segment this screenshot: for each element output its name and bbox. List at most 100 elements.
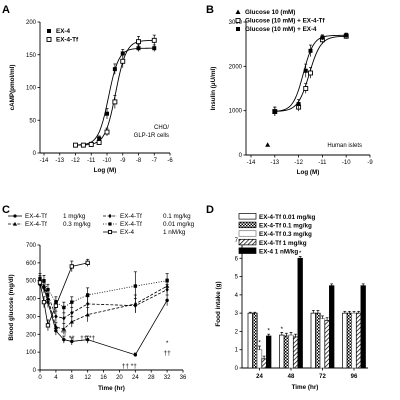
data-point bbox=[85, 301, 90, 307]
bar bbox=[288, 334, 294, 369]
data-point bbox=[88, 142, 94, 147]
data-point bbox=[104, 129, 110, 135]
x-tick-label: 4 bbox=[54, 375, 58, 381]
significance-marker: * bbox=[258, 340, 261, 347]
bar bbox=[346, 312, 353, 369]
x-tick-label: -6 bbox=[167, 158, 173, 164]
legend-label: EX-4-Tf 0.01 mg/kg bbox=[259, 214, 315, 221]
panel-a: A -14 -13 -12 -11 -10 -9 -8 -7 -6 0 50 100 150 200 Log … bbox=[2, 4, 173, 174]
data-point bbox=[308, 70, 313, 76]
x-tick-label: -9 bbox=[367, 160, 373, 166]
series-line bbox=[39, 278, 168, 308]
data-point bbox=[96, 140, 102, 145]
y-tick-label: 2000 bbox=[229, 64, 243, 70]
data-point bbox=[85, 312, 90, 317]
x-axis-title: Time (hr) bbox=[292, 384, 319, 391]
data-point bbox=[136, 39, 141, 45]
data-point bbox=[62, 337, 66, 342]
bar bbox=[351, 312, 357, 369]
data-point bbox=[308, 48, 313, 53]
x-tick-label: 28 bbox=[148, 375, 155, 381]
legend-label: EX-4-Tf bbox=[120, 213, 142, 220]
data-point bbox=[46, 287, 50, 292]
legend-label: EX-4-Tf bbox=[25, 221, 47, 228]
legend-marker bbox=[47, 29, 51, 33]
x-tick-label: -9 bbox=[120, 158, 126, 164]
data-point bbox=[136, 46, 141, 51]
x-tick-label: 24 bbox=[132, 375, 139, 381]
legend-dose: 0.1 mg/kg bbox=[163, 213, 191, 220]
significance-marker: * bbox=[299, 250, 302, 257]
data-point bbox=[120, 58, 126, 64]
y-axis-title: Blood glucose (mg/dl) bbox=[8, 274, 15, 340]
significance-marker: * bbox=[281, 326, 284, 333]
y-tick-label: 100 bbox=[26, 86, 37, 92]
bar bbox=[279, 334, 285, 369]
legend-dose: 0.01 mg/kg bbox=[163, 221, 195, 228]
y-tick-label: 600 bbox=[26, 261, 37, 267]
significance-marker: †† *† bbox=[122, 363, 138, 370]
y-tick-label: 150 bbox=[26, 53, 37, 59]
data-point bbox=[62, 315, 66, 321]
x-tick-label: 16 bbox=[100, 375, 107, 381]
y-tick-label: 6 bbox=[235, 256, 239, 262]
bar bbox=[319, 318, 326, 369]
legend-marker bbox=[12, 221, 18, 226]
legend-marker bbox=[107, 229, 113, 235]
legend-label: Glucose 10 (mM) bbox=[245, 9, 295, 16]
bar bbox=[256, 349, 263, 369]
series-line bbox=[39, 282, 168, 319]
curve-ex-4-tf bbox=[75, 39, 155, 146]
data-point bbox=[265, 142, 271, 147]
y-tick-label: 7 bbox=[235, 238, 239, 244]
data-point bbox=[61, 326, 67, 331]
data-point bbox=[133, 353, 138, 357]
legend-marker bbox=[46, 37, 52, 42]
bar bbox=[355, 312, 362, 369]
x-tick-label: -14 bbox=[247, 160, 256, 166]
data-point bbox=[97, 136, 102, 141]
data-point bbox=[85, 293, 90, 297]
data-point bbox=[73, 142, 78, 148]
significance-marker: *† bbox=[61, 330, 68, 337]
x-axis-title: Log (M) bbox=[297, 169, 320, 176]
panel-letter: D bbox=[206, 204, 214, 216]
x-tick-label: -13 bbox=[270, 160, 279, 166]
data-point bbox=[133, 284, 138, 288]
y-tick-label: 0 bbox=[33, 368, 37, 374]
panel-annotation: CHO/ bbox=[154, 125, 169, 131]
significance-marker: †† bbox=[163, 350, 171, 357]
y-tick-label: 3000 bbox=[229, 20, 243, 26]
data-point bbox=[296, 102, 301, 107]
legend-label: EX-4 bbox=[120, 229, 134, 236]
y-axis-title: Insulin (μU/ml) bbox=[210, 67, 217, 111]
data-point bbox=[112, 99, 118, 105]
bar bbox=[292, 336, 299, 369]
x-tick-label: -13 bbox=[55, 158, 64, 164]
legend-marker bbox=[235, 9, 241, 14]
y-tick-label: 4 bbox=[235, 293, 239, 299]
bar bbox=[283, 335, 290, 369]
bar bbox=[315, 312, 321, 369]
x-tick-label: 96 bbox=[351, 374, 358, 380]
x-tick-label: 48 bbox=[288, 374, 295, 380]
x-tick-label: -8 bbox=[136, 158, 142, 164]
x-tick-label: -7 bbox=[152, 158, 158, 164]
y-tick-label: 400 bbox=[26, 297, 37, 303]
data-point bbox=[53, 324, 59, 329]
legend-marker bbox=[235, 18, 241, 23]
data-point bbox=[133, 303, 138, 309]
bar bbox=[261, 358, 267, 369]
legend-label: EX-4 1 nM/kg bbox=[259, 248, 298, 255]
y-tick-label: 1 bbox=[235, 348, 239, 354]
data-point bbox=[112, 67, 117, 72]
bar bbox=[247, 312, 253, 369]
series-line bbox=[39, 262, 88, 327]
significance-marker: *† bbox=[69, 335, 76, 342]
data-point bbox=[151, 37, 157, 43]
legend-marker bbox=[108, 222, 112, 226]
panel-c: C 0 4 8 12 16 20 24 28 32 36 0 100 200 300 400 500 600 700… bbox=[2, 204, 195, 392]
legend-label: EX-4-Tf bbox=[25, 213, 47, 220]
data-point bbox=[105, 111, 109, 116]
